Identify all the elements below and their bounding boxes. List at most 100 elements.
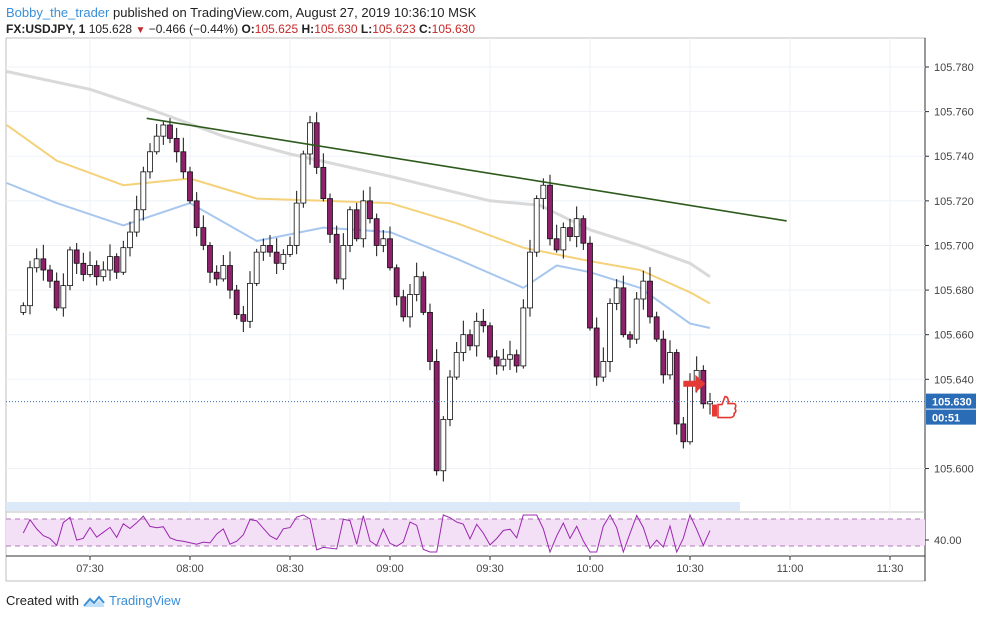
ema-line-1 (6, 70, 711, 278)
last-price-tag-label: 105.630 (932, 397, 972, 409)
candle-body (273, 251, 280, 264)
trendline[interactable] (146, 117, 787, 222)
candle-body (20, 305, 27, 313)
y-tick-label: 105.780 (934, 62, 974, 74)
candle-body (467, 334, 473, 347)
candle-body (420, 276, 427, 313)
candles (20, 112, 713, 482)
candle-body (113, 256, 120, 273)
x-tick-label: 11:00 (777, 563, 804, 575)
candle-body (107, 256, 113, 271)
y-tick-label: 105.760 (934, 107, 974, 119)
candle-body (527, 251, 533, 309)
candle-body (227, 265, 233, 291)
open-label: O: (241, 22, 255, 36)
thumbs-up-icon[interactable] (712, 395, 737, 419)
candle-body (300, 153, 307, 204)
candle-body (613, 287, 620, 304)
candle-body (593, 327, 600, 378)
x-tick-label: 11:30 (877, 563, 904, 575)
y-tick-label: 105.720 (934, 196, 974, 208)
candle-body (413, 276, 420, 295)
created-with-label: Created with (6, 593, 79, 608)
candle-body (93, 265, 100, 278)
rsi-line (22, 513, 711, 554)
candle-body (427, 311, 433, 362)
candle-body (53, 280, 60, 309)
volume-strip (6, 502, 740, 511)
candle-body (653, 316, 660, 340)
red-arrow-right-icon[interactable] (683, 374, 706, 393)
y-tick-label: 105.640 (934, 374, 974, 386)
candle-body (360, 200, 367, 240)
footer: Created with TradingView (6, 593, 181, 608)
rsi-tick-label: 40.00 (934, 535, 962, 547)
candle-body (267, 245, 273, 253)
candle-body (687, 383, 693, 443)
candle-body (140, 171, 147, 211)
high-value: 105.630 (314, 22, 358, 36)
candle-body (247, 282, 253, 322)
candle-body (660, 338, 667, 376)
candle-body (100, 269, 107, 278)
tradingview-link[interactable]: TradingView (108, 593, 181, 608)
y-tick-label: 105.600 (934, 464, 974, 476)
trendline-layer[interactable] (146, 117, 787, 222)
candle-body (133, 209, 140, 233)
candle-body (73, 249, 80, 264)
candle-body (167, 124, 173, 139)
annotations[interactable] (683, 374, 737, 419)
candle-body (480, 320, 487, 327)
candle-body (447, 376, 453, 420)
candle-body (233, 289, 240, 316)
candle-body (507, 354, 513, 360)
price-tags: 105.630 00:51 (6, 393, 976, 425)
x-tick-label: 09:30 (476, 563, 504, 575)
candle-body (460, 334, 467, 353)
candle-body (620, 287, 627, 336)
change-value: −0.466 (−0.44%) (148, 22, 239, 36)
candle-body (553, 238, 560, 251)
grid-lines (6, 38, 925, 556)
candle-body (367, 200, 373, 220)
candle-body (320, 166, 327, 200)
candle-body (287, 245, 293, 255)
candle-body (67, 249, 73, 287)
candle-body (193, 200, 200, 229)
symbol-name: FX:USDJPY, 1 (6, 22, 86, 36)
open-value: 105.625 (254, 22, 299, 36)
y-tick-label: 105.740 (934, 151, 974, 163)
candle-body (147, 151, 153, 173)
candle-body (200, 227, 207, 246)
candle-body (473, 320, 480, 347)
candle-body (500, 358, 507, 367)
countdown-tag (926, 409, 976, 425)
last-price: 105.628 (88, 22, 133, 36)
ema-line-3 (6, 182, 711, 329)
candle-body (587, 242, 593, 329)
candle-body (280, 253, 287, 264)
symbol-legend: FX:USDJPY, 1 105.628 ▼ −0.466 (−0.44%) O… (6, 22, 475, 36)
candle-body (260, 245, 267, 253)
candle-body (440, 419, 447, 472)
candle-body (673, 352, 680, 425)
candle-body (627, 334, 633, 340)
rsi-panel: 40.00 (6, 513, 962, 554)
candle-body (187, 171, 193, 202)
author-name[interactable]: Bobby_the_trader (6, 5, 110, 20)
candle-body (707, 401, 713, 405)
arrow-shape (683, 374, 706, 393)
candle-body (680, 423, 687, 443)
candle-body (547, 184, 553, 240)
rsi-band (6, 519, 925, 546)
thumb-hand (717, 395, 737, 419)
candle-body (540, 184, 547, 200)
candle-body (327, 198, 333, 235)
candle-body (213, 271, 220, 280)
candle-body (600, 361, 607, 378)
candle-body (567, 227, 573, 237)
candle-body (80, 262, 87, 275)
ema-line-2 (6, 124, 711, 305)
thumb-cuff (712, 404, 717, 417)
